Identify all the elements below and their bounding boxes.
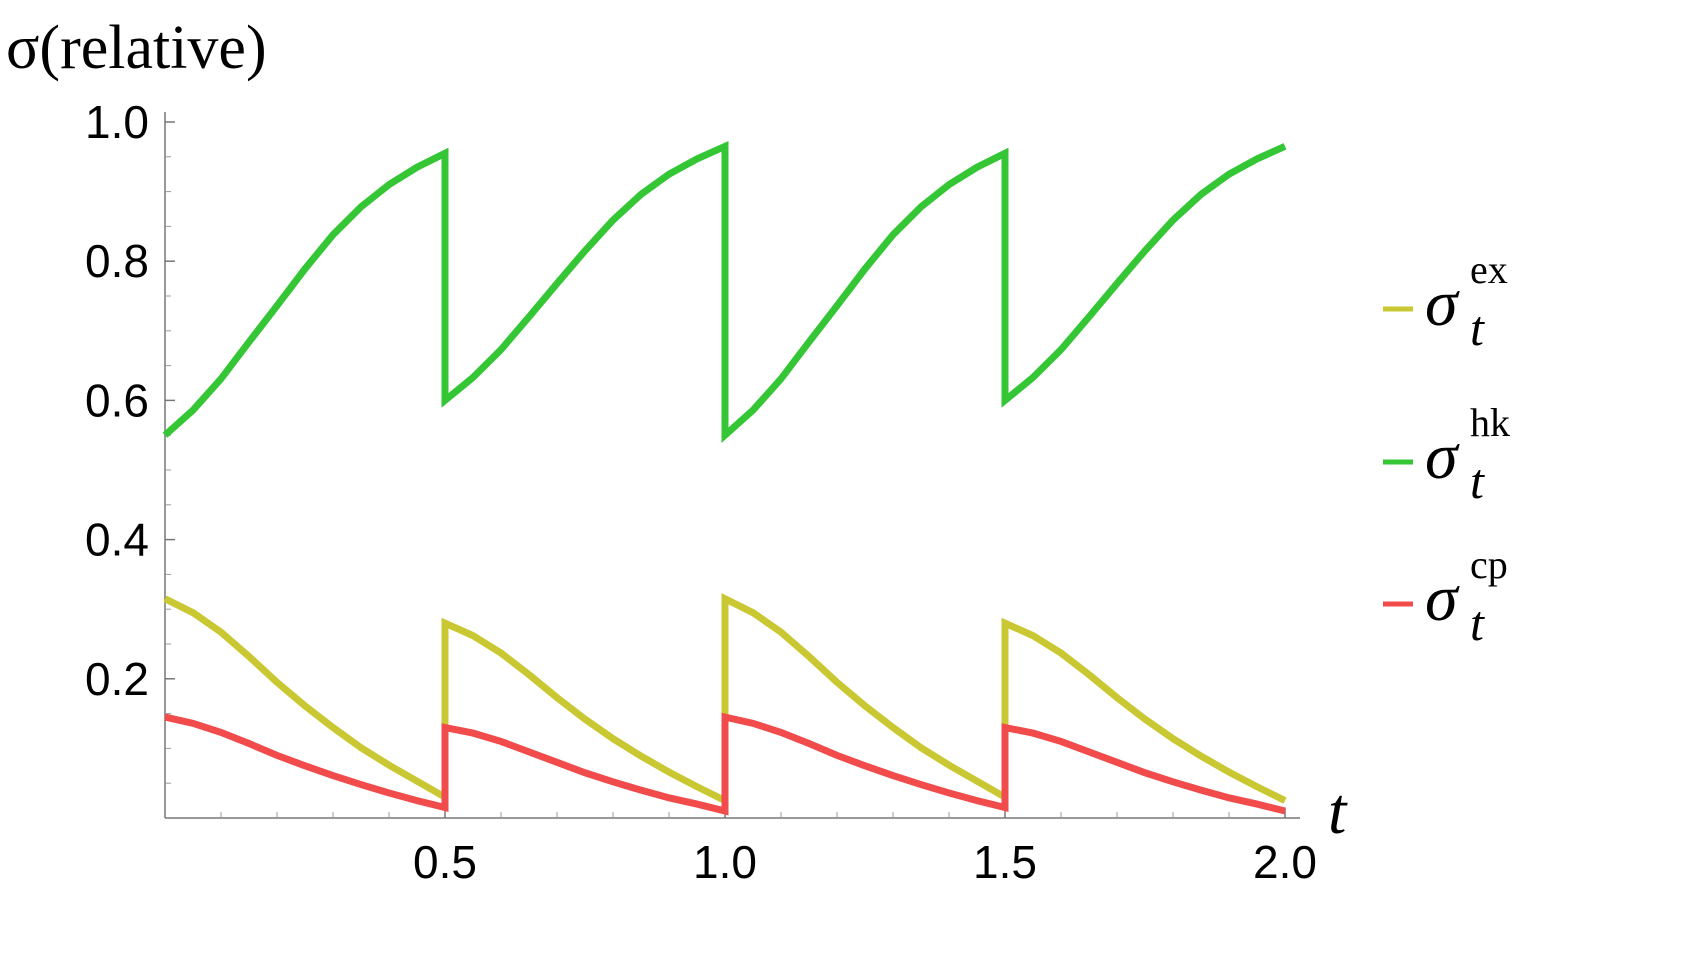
legend-symbol: σ bbox=[1425, 267, 1460, 340]
legend-label: hk bbox=[1470, 400, 1510, 445]
legend-label: ex bbox=[1470, 247, 1508, 292]
x-tick-label: 2.0 bbox=[1253, 836, 1317, 888]
series-line bbox=[162, 140, 1287, 444]
x-tick-label: 1.5 bbox=[973, 836, 1037, 888]
legend-symbol: σ bbox=[1425, 420, 1460, 493]
y-tick-label: 1.0 bbox=[85, 96, 149, 148]
y-axis-label: σ(relative) bbox=[6, 14, 267, 82]
legend-entry: σ t cp bbox=[1383, 542, 1508, 651]
legend-entry: σ t hk bbox=[1383, 400, 1510, 509]
legend-subscript: t bbox=[1470, 453, 1485, 509]
y-tick-label: 0.2 bbox=[85, 653, 149, 705]
y-tick-label: 0.6 bbox=[85, 374, 149, 426]
y-tick-label: 0.8 bbox=[85, 235, 149, 287]
legend-subscript: t bbox=[1470, 300, 1485, 356]
series-line bbox=[163, 593, 1287, 807]
legend-symbol: σ bbox=[1425, 562, 1460, 635]
series-line bbox=[164, 712, 1286, 816]
legend-subscript: t bbox=[1470, 595, 1485, 651]
x-axis-label: t bbox=[1328, 775, 1348, 848]
x-tick-label: 0.5 bbox=[413, 836, 477, 888]
y-tick-label: 0.4 bbox=[85, 514, 149, 566]
x-tick-label: 1.0 bbox=[693, 836, 757, 888]
legend-entry: σ t ex bbox=[1383, 247, 1508, 356]
legend-label: cp bbox=[1470, 542, 1508, 587]
